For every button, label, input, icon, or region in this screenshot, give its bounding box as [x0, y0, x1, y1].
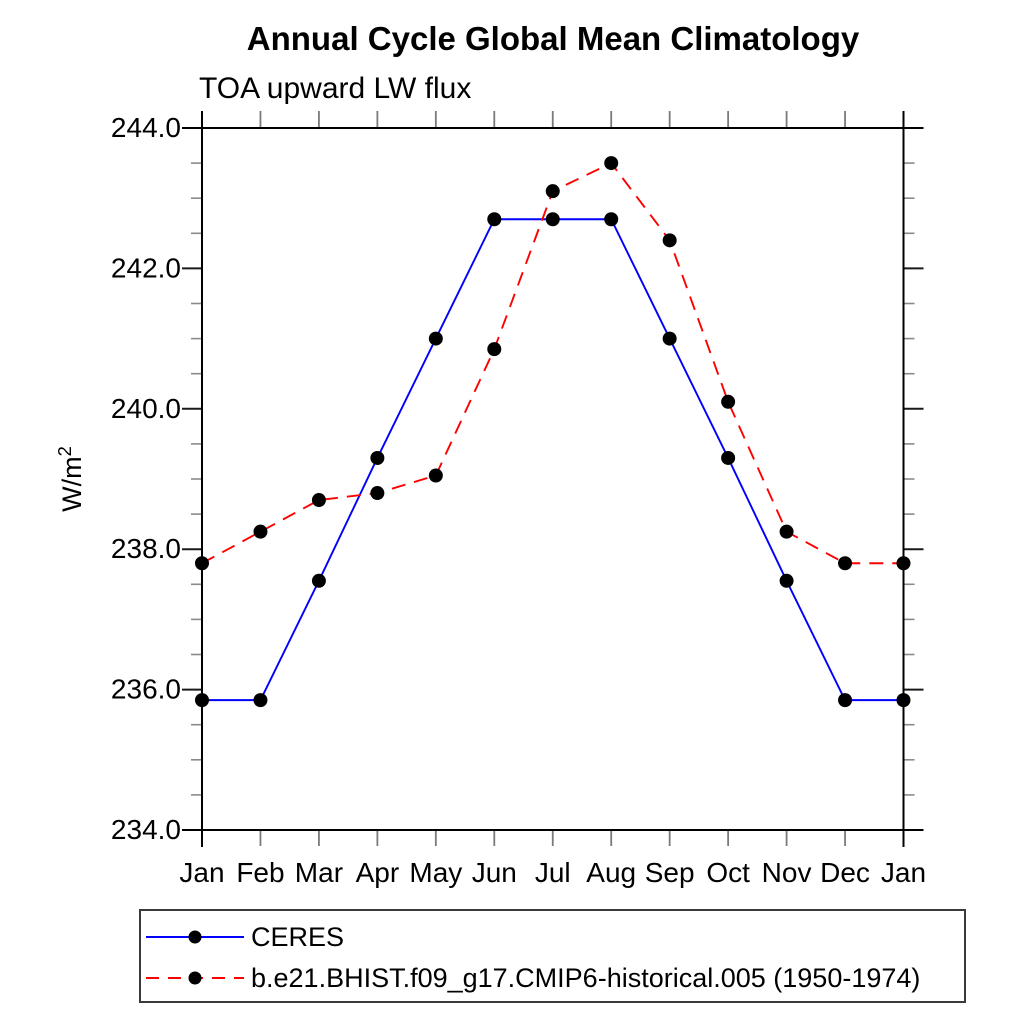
series-line-ceres — [202, 218, 904, 702]
data-point-ceres — [545, 212, 560, 227]
x-tick-label: Aug — [586, 857, 636, 888]
data-point-ceres — [896, 693, 911, 708]
chart-title: Annual Cycle Global Mean Climatology — [246, 20, 860, 57]
legend-marker-circle — [188, 930, 202, 944]
legend-sample-ceres — [146, 930, 244, 944]
data-point-model — [428, 468, 443, 483]
x-tick-label: Dec — [820, 857, 870, 888]
data-point-model — [896, 556, 911, 571]
data-point-model — [545, 184, 560, 199]
legend-item-model: b.e21.BHIST.f09_g17.CMIP6-historical.005… — [143, 963, 920, 993]
data-point-ceres — [779, 573, 794, 588]
data-point-ceres — [428, 331, 443, 346]
data-point-ceres — [838, 693, 853, 708]
data-point-ceres — [487, 212, 502, 227]
data-point-ceres — [604, 212, 619, 227]
data-point-model — [487, 342, 502, 357]
x-tick-label: Oct — [706, 857, 750, 888]
data-point-model — [779, 524, 794, 539]
x-tick-label: Jul — [535, 857, 571, 888]
data-point-model — [838, 556, 853, 571]
y-tick-label: 242.0 — [111, 252, 181, 283]
y-tick-label: 234.0 — [111, 814, 181, 845]
data-point-model — [370, 486, 385, 501]
data-point-model — [195, 556, 209, 571]
x-tick-label: May — [409, 857, 462, 888]
x-tick-label: Apr — [356, 857, 400, 888]
data-point-model — [604, 156, 619, 171]
data-point-ceres — [721, 450, 736, 465]
data-point-ceres — [253, 693, 268, 708]
x-tick-label: Sep — [645, 857, 695, 888]
data-point-model — [721, 394, 736, 409]
x-tick-label: Feb — [236, 857, 284, 888]
chart-subtitle: TOA upward LW flux — [199, 72, 472, 105]
data-point-ceres — [370, 450, 385, 465]
data-point-model — [253, 524, 268, 539]
x-tick-label: Jan — [179, 857, 224, 888]
legend-item-ceres: CERES — [143, 922, 344, 952]
legend-label-ceres: CERES — [251, 922, 345, 952]
data-point-ceres — [311, 573, 326, 588]
legend-label-model: b.e21.BHIST.f09_g17.CMIP6-historical.005… — [251, 963, 921, 993]
x-tick-label: Mar — [295, 857, 343, 888]
y-tick-label: 238.0 — [111, 533, 181, 564]
y-tick-label: 236.0 — [111, 674, 181, 705]
x-tick-label: Jan — [881, 857, 926, 888]
data-point-model — [662, 233, 677, 248]
legend-marker-circle — [188, 971, 202, 985]
legend-sample-model — [146, 971, 244, 985]
legend-box: CERES b.e21.BHIST.f09_g17.CMIP6-historic… — [139, 909, 966, 1003]
x-tick-label: Nov — [762, 857, 812, 888]
data-point-ceres — [195, 693, 209, 708]
x-tick-label: Jun — [472, 857, 517, 888]
data-point-ceres — [662, 331, 677, 346]
y-tick-label: 244.0 — [111, 112, 181, 143]
data-point-model — [311, 493, 326, 508]
y-tick-label: 240.0 — [111, 393, 181, 424]
